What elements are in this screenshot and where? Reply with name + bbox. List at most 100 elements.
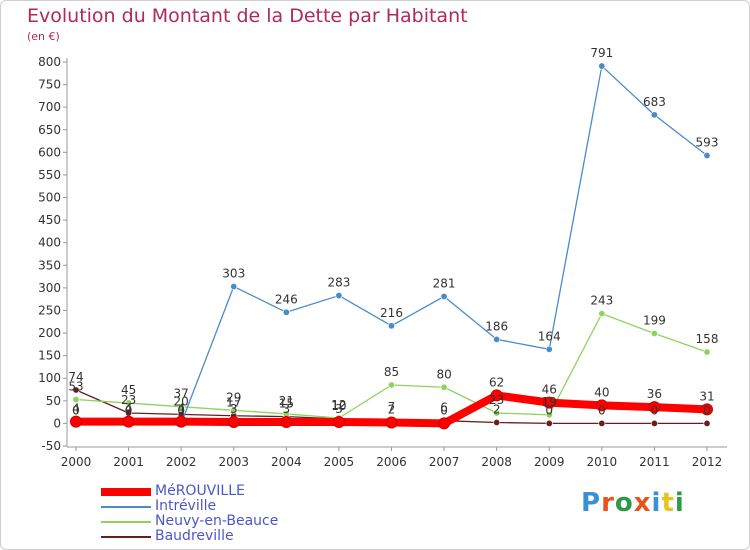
data-label: 0 bbox=[72, 403, 80, 417]
data-label: 74 bbox=[68, 370, 83, 384]
data-label: 3 bbox=[230, 402, 238, 416]
data-label: 0 bbox=[125, 403, 133, 417]
data-point bbox=[125, 399, 133, 407]
logo-letter: P bbox=[581, 488, 602, 518]
legend-swatch bbox=[101, 521, 151, 523]
data-point bbox=[703, 348, 711, 356]
data-label: 246 bbox=[275, 292, 298, 306]
y-tick-label: -50 bbox=[41, 439, 61, 453]
data-label: 158 bbox=[696, 332, 719, 346]
data-label: 31 bbox=[699, 389, 714, 403]
data-label: 164 bbox=[538, 329, 561, 343]
data-point bbox=[701, 403, 713, 416]
data-point bbox=[543, 396, 556, 409]
data-point bbox=[650, 111, 658, 119]
data-point bbox=[175, 415, 188, 428]
data-point bbox=[598, 62, 606, 70]
data-label: 4 bbox=[72, 402, 80, 416]
data-point bbox=[490, 389, 503, 402]
data-point bbox=[595, 399, 608, 412]
data-point bbox=[385, 416, 398, 429]
y-tick-label: 550 bbox=[38, 168, 61, 182]
y-tick-label: 450 bbox=[38, 213, 61, 227]
x-tick-label: 2003 bbox=[218, 455, 249, 469]
data-label: 593 bbox=[696, 136, 719, 150]
data-point bbox=[438, 417, 451, 430]
data-label: 19 bbox=[542, 395, 557, 409]
data-label: 303 bbox=[222, 267, 245, 281]
data-label: 23 bbox=[489, 393, 504, 407]
data-point bbox=[282, 308, 290, 316]
data-label: 216 bbox=[380, 306, 403, 320]
x-tick-label: 2006 bbox=[376, 455, 407, 469]
legend-label: Neuvy-en-Beauce bbox=[155, 513, 279, 529]
data-point bbox=[387, 322, 395, 330]
data-point bbox=[648, 401, 661, 414]
logo-letter: t bbox=[661, 488, 675, 518]
data-point bbox=[598, 419, 606, 427]
legend-item: Baudreville bbox=[101, 529, 361, 544]
data-label: 85 bbox=[384, 365, 399, 379]
data-point bbox=[493, 419, 501, 427]
data-point bbox=[703, 419, 711, 427]
data-point bbox=[598, 310, 606, 318]
y-tick-label: 50 bbox=[46, 394, 61, 408]
y-tick-label: 500 bbox=[38, 191, 61, 205]
data-label: 21 bbox=[279, 394, 294, 408]
data-label: 15 bbox=[279, 397, 294, 411]
y-tick-label: 400 bbox=[38, 236, 61, 250]
data-point bbox=[177, 403, 185, 411]
data-label: 17 bbox=[226, 396, 241, 410]
x-tick-label: 2000 bbox=[61, 455, 92, 469]
data-label: 791 bbox=[590, 46, 613, 60]
data-point bbox=[387, 381, 395, 389]
data-point bbox=[650, 330, 658, 338]
data-point bbox=[440, 292, 448, 300]
chart-title: Evolution du Montant de la Dette par Hab… bbox=[27, 5, 468, 27]
data-label: 0 bbox=[545, 403, 553, 417]
legend-swatch bbox=[101, 506, 151, 508]
data-point bbox=[332, 416, 345, 429]
y-tick-label: 600 bbox=[38, 145, 61, 159]
y-tick-label: 150 bbox=[38, 349, 61, 363]
data-label: 10 bbox=[331, 399, 346, 413]
y-tick-label: 200 bbox=[38, 326, 61, 340]
data-point bbox=[70, 415, 82, 428]
data-point bbox=[335, 292, 343, 300]
x-tick-label: 2001 bbox=[113, 455, 144, 469]
y-tick-label: 800 bbox=[38, 55, 61, 69]
x-tick-label: 2008 bbox=[481, 455, 512, 469]
legend-swatch bbox=[101, 536, 151, 538]
y-tick-label: 300 bbox=[38, 281, 61, 295]
data-label: 53 bbox=[68, 379, 83, 393]
logo-letter: o bbox=[614, 488, 634, 518]
data-label: 46 bbox=[542, 383, 557, 397]
data-label: 283 bbox=[327, 276, 350, 290]
data-label: 37 bbox=[174, 387, 189, 401]
data-point bbox=[650, 419, 658, 427]
data-point bbox=[545, 411, 553, 419]
data-label: 36 bbox=[647, 387, 662, 401]
data-label: 0 bbox=[440, 403, 448, 417]
y-tick-label: 100 bbox=[38, 371, 61, 385]
data-label: 80 bbox=[436, 367, 451, 381]
x-tick-label: 2011 bbox=[639, 455, 670, 469]
logo-letter: i bbox=[651, 488, 662, 518]
x-tick-label: 2012 bbox=[692, 455, 723, 469]
data-label: 0 bbox=[177, 403, 185, 417]
data-label: 243 bbox=[590, 294, 613, 308]
data-label: 0 bbox=[651, 403, 659, 417]
data-label: 0 bbox=[598, 403, 606, 417]
legend-label: Baudreville bbox=[155, 528, 234, 544]
data-label: 23 bbox=[121, 393, 136, 407]
logo-letter: r bbox=[601, 488, 615, 518]
data-label: 0 bbox=[703, 403, 711, 417]
data-label: 20 bbox=[174, 394, 189, 408]
x-tick-label: 2005 bbox=[324, 455, 355, 469]
legend-item: Intréville bbox=[101, 499, 361, 514]
data-label: 2 bbox=[493, 403, 501, 417]
data-point bbox=[227, 416, 240, 429]
data-point bbox=[230, 283, 238, 291]
